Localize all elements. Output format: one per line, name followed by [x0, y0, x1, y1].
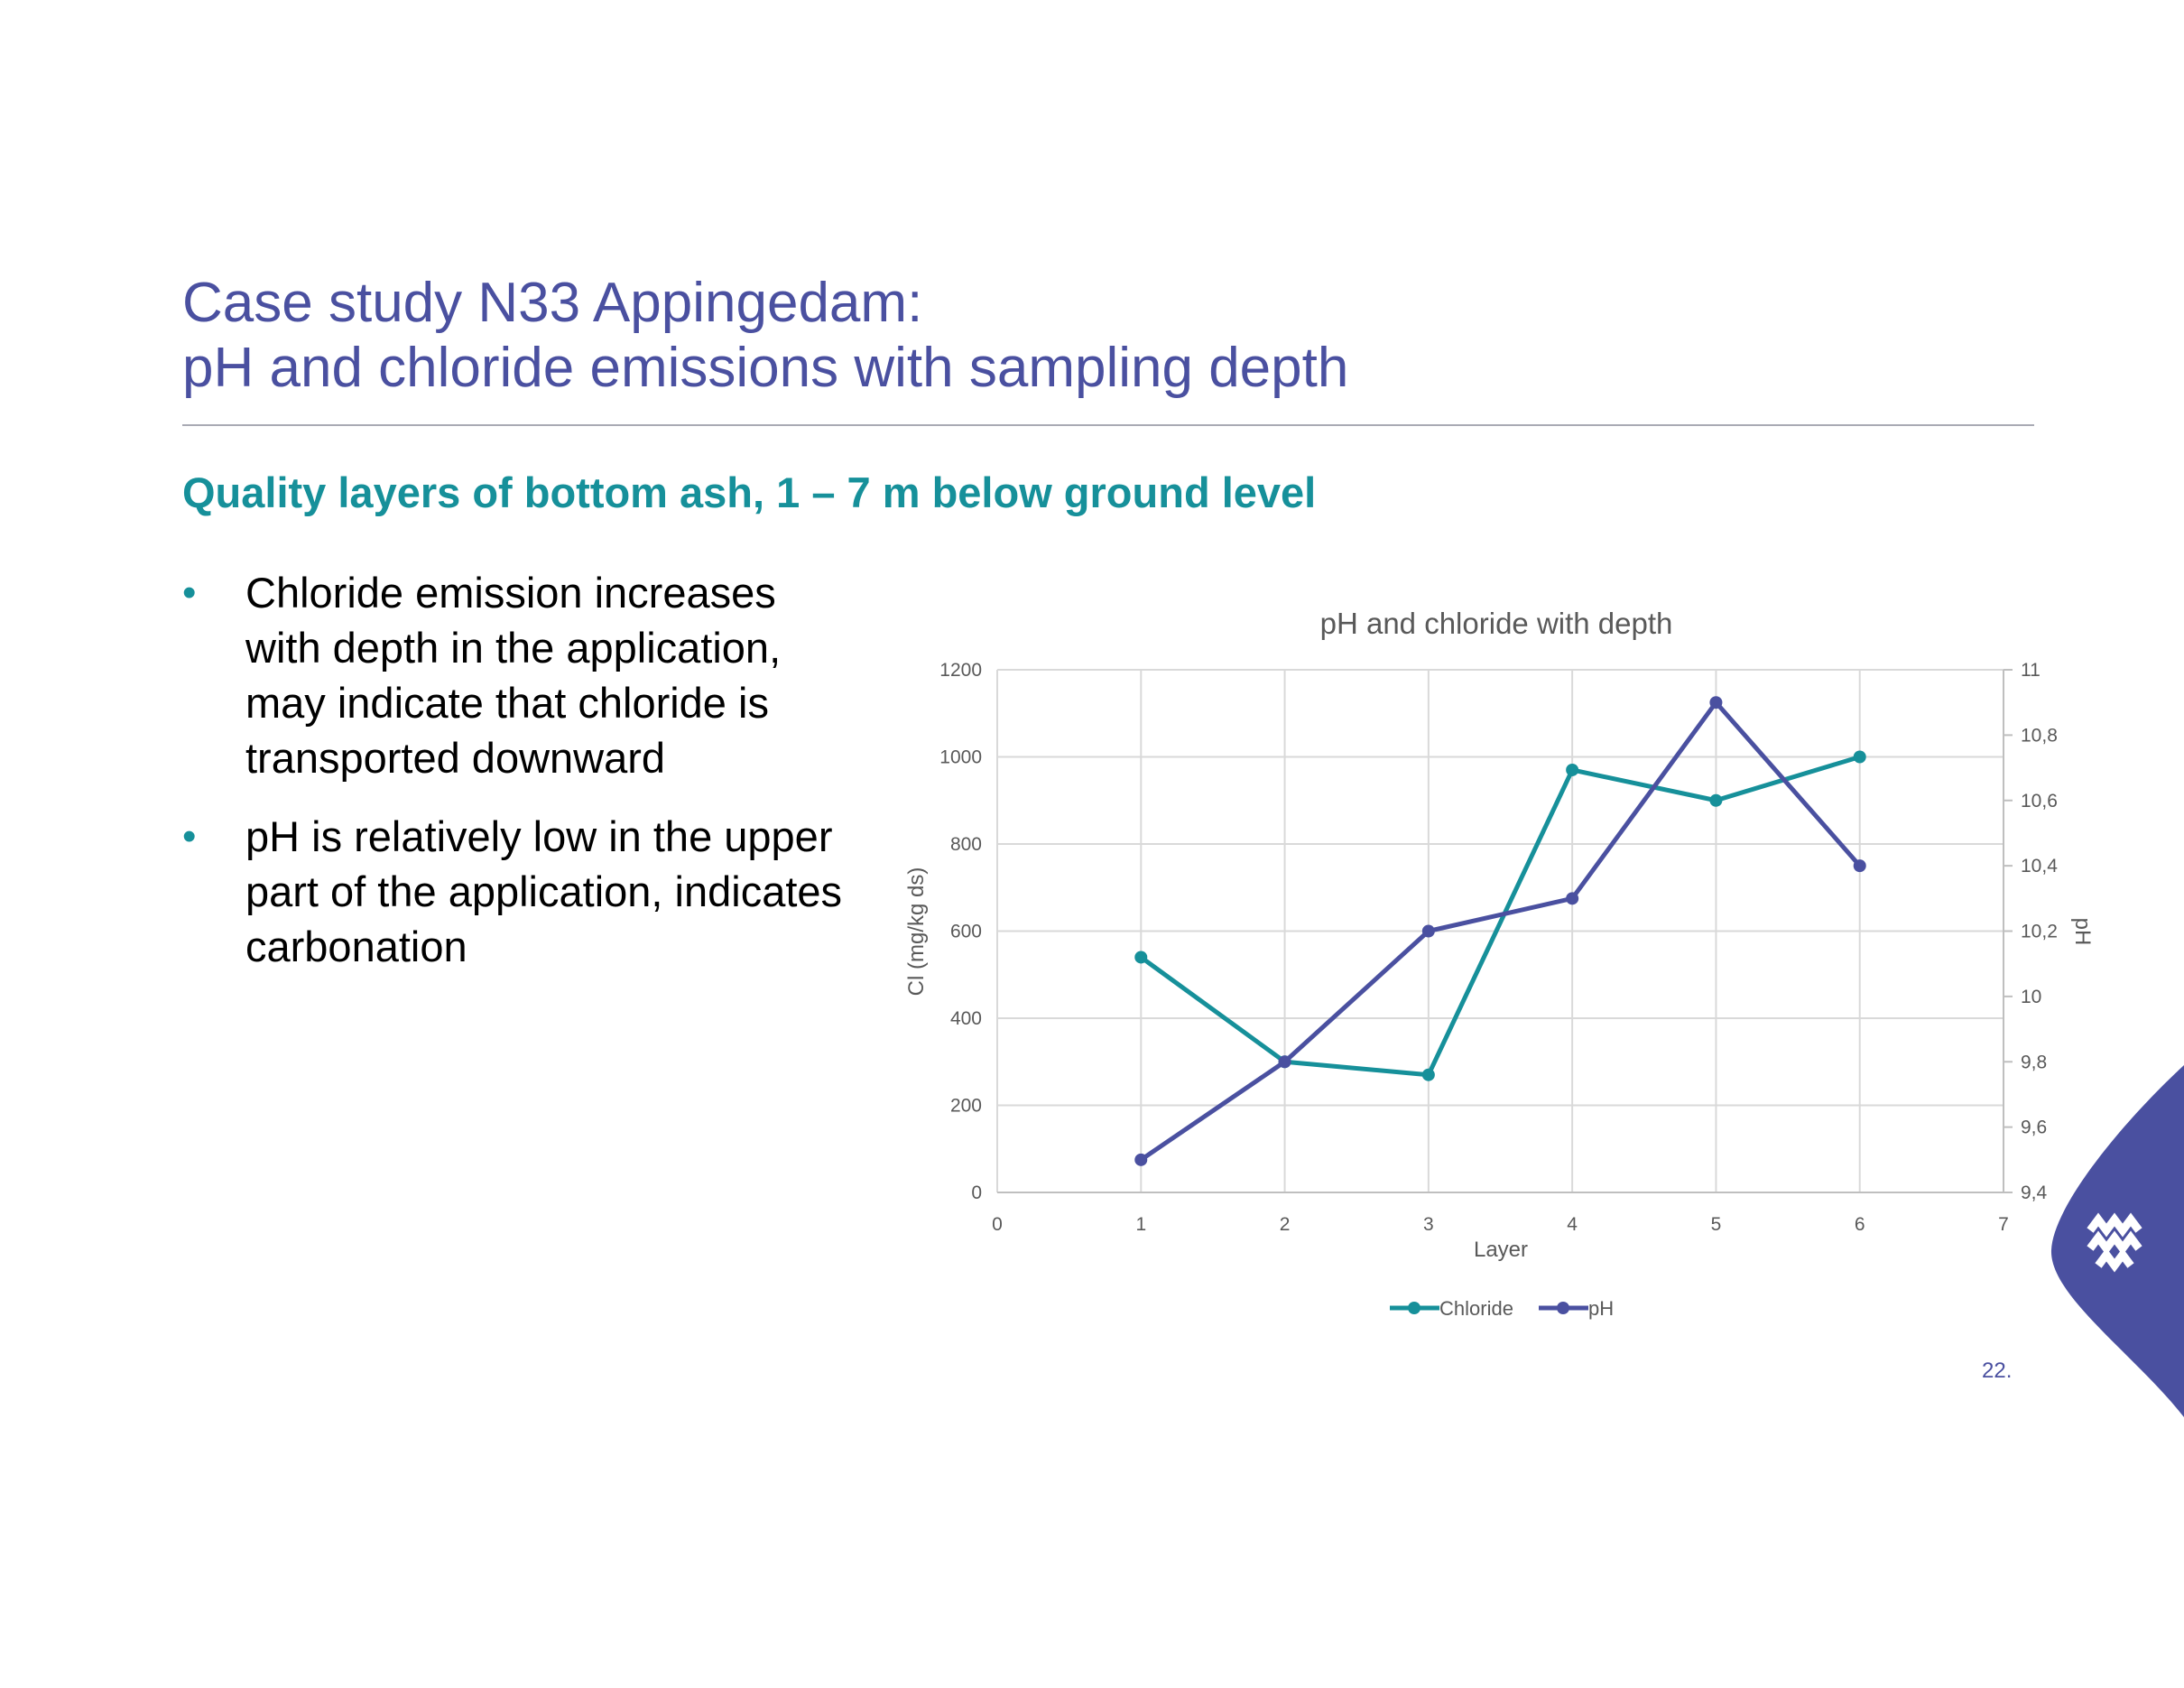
x-tick-label: 4 — [1567, 1214, 1578, 1235]
title-line-1: Case study N33 Appingedam: — [182, 272, 923, 334]
title-line-2: pH and chloride emissions with sampling … — [182, 337, 1349, 399]
x-tick-label: 6 — [1855, 1214, 1865, 1235]
y2-tick-label: 10,2 — [2021, 922, 2058, 942]
legend-marker-ph — [1557, 1302, 1569, 1314]
y2-tick-label: 9,6 — [2021, 1118, 2047, 1138]
y2-tick-label: 10 — [2021, 987, 2041, 1007]
y-tick-label: 1200 — [939, 660, 982, 681]
y-tick-label: 600 — [950, 922, 982, 942]
bullet-item: • Chloride emission increases with depth… — [182, 565, 850, 785]
bullet-item: • pH is relatively low in the upper part… — [182, 809, 850, 974]
x-tick-label: 3 — [1423, 1214, 1434, 1235]
brand-wave-shape — [2050, 1065, 2184, 1417]
y-tick-label: 400 — [950, 1008, 982, 1029]
series-line-chloride — [1138, 755, 1863, 1078]
slide-title: Case study N33 Appingedam: pH and chlori… — [182, 271, 1348, 401]
data-point-chloride — [1566, 763, 1579, 776]
bullet-marker: • — [182, 814, 197, 858]
y-tick-label: 200 — [950, 1096, 982, 1117]
y2-tick-label: 10,6 — [2021, 791, 2058, 812]
data-point-ph — [1853, 859, 1866, 873]
legend-label-ph: pH — [1588, 1297, 1614, 1320]
x-tick-label: 0 — [992, 1214, 1003, 1235]
y2-tick-label: 9,4 — [2021, 1183, 2048, 1203]
chart-title: pH and chloride with depth — [1320, 607, 1673, 640]
data-point-ph — [1278, 1055, 1291, 1069]
bullet-text: Chloride emission increases with depth i… — [245, 569, 782, 782]
waves-logo-icon — [2087, 1212, 2142, 1273]
data-point-ph — [1566, 892, 1579, 905]
data-point-ph — [1421, 924, 1435, 938]
legend-label-chloride: Chloride — [1439, 1297, 1513, 1320]
bullet-text: pH is relatively low in the upper part o… — [245, 812, 843, 970]
x-tick-label: 2 — [1280, 1214, 1291, 1235]
data-point-ph — [1709, 696, 1723, 710]
x-tick-label: 7 — [1998, 1214, 2009, 1235]
page-number: 22. — [1982, 1359, 2013, 1383]
y2-tick-label: 10,4 — [2021, 856, 2058, 876]
data-point-chloride — [1709, 793, 1723, 807]
chart-axes — [997, 669, 2013, 1193]
y2-axis-label: pH — [2070, 918, 2095, 946]
data-point-chloride — [1134, 951, 1148, 964]
y-axis-label: Cl (mg/kg ds) — [904, 867, 929, 997]
data-point-ph — [1134, 1153, 1148, 1166]
chart-grid — [996, 669, 2004, 1193]
title-divider — [182, 424, 2034, 426]
data-point-chloride — [1421, 1068, 1435, 1081]
x-tick-label: 5 — [1711, 1214, 1722, 1235]
x-tick-label: 1 — [1135, 1214, 1146, 1235]
y2-tick-label: 10,8 — [2021, 725, 2058, 746]
bullet-marker: • — [182, 570, 197, 615]
y-tick-label: 800 — [950, 834, 982, 855]
x-axis-label: Layer — [1474, 1238, 1528, 1262]
y2-tick-label: 11 — [2021, 660, 2041, 681]
chart-series — [1134, 696, 1866, 1166]
y-tick-label: 1000 — [939, 747, 982, 768]
slide-subtitle: Quality layers of bottom ash, 1 – 7 m be… — [182, 468, 1317, 516]
legend-marker-chloride — [1408, 1302, 1421, 1314]
chart-text: 0 1 2 3 4 5 6 7 0 200 400 600 800 1000 1200 9,4 9,6 9,8 10… — [904, 607, 2095, 1262]
data-point-chloride — [1853, 750, 1866, 764]
bullet-list: • Chloride emission increases with depth… — [182, 565, 850, 997]
y-tick-label: 0 — [971, 1183, 982, 1203]
series-line-ph — [1138, 700, 1863, 1163]
chart-legend: Chloride pH — [1390, 1297, 1614, 1320]
y2-tick-label: 9,8 — [2021, 1052, 2047, 1072]
